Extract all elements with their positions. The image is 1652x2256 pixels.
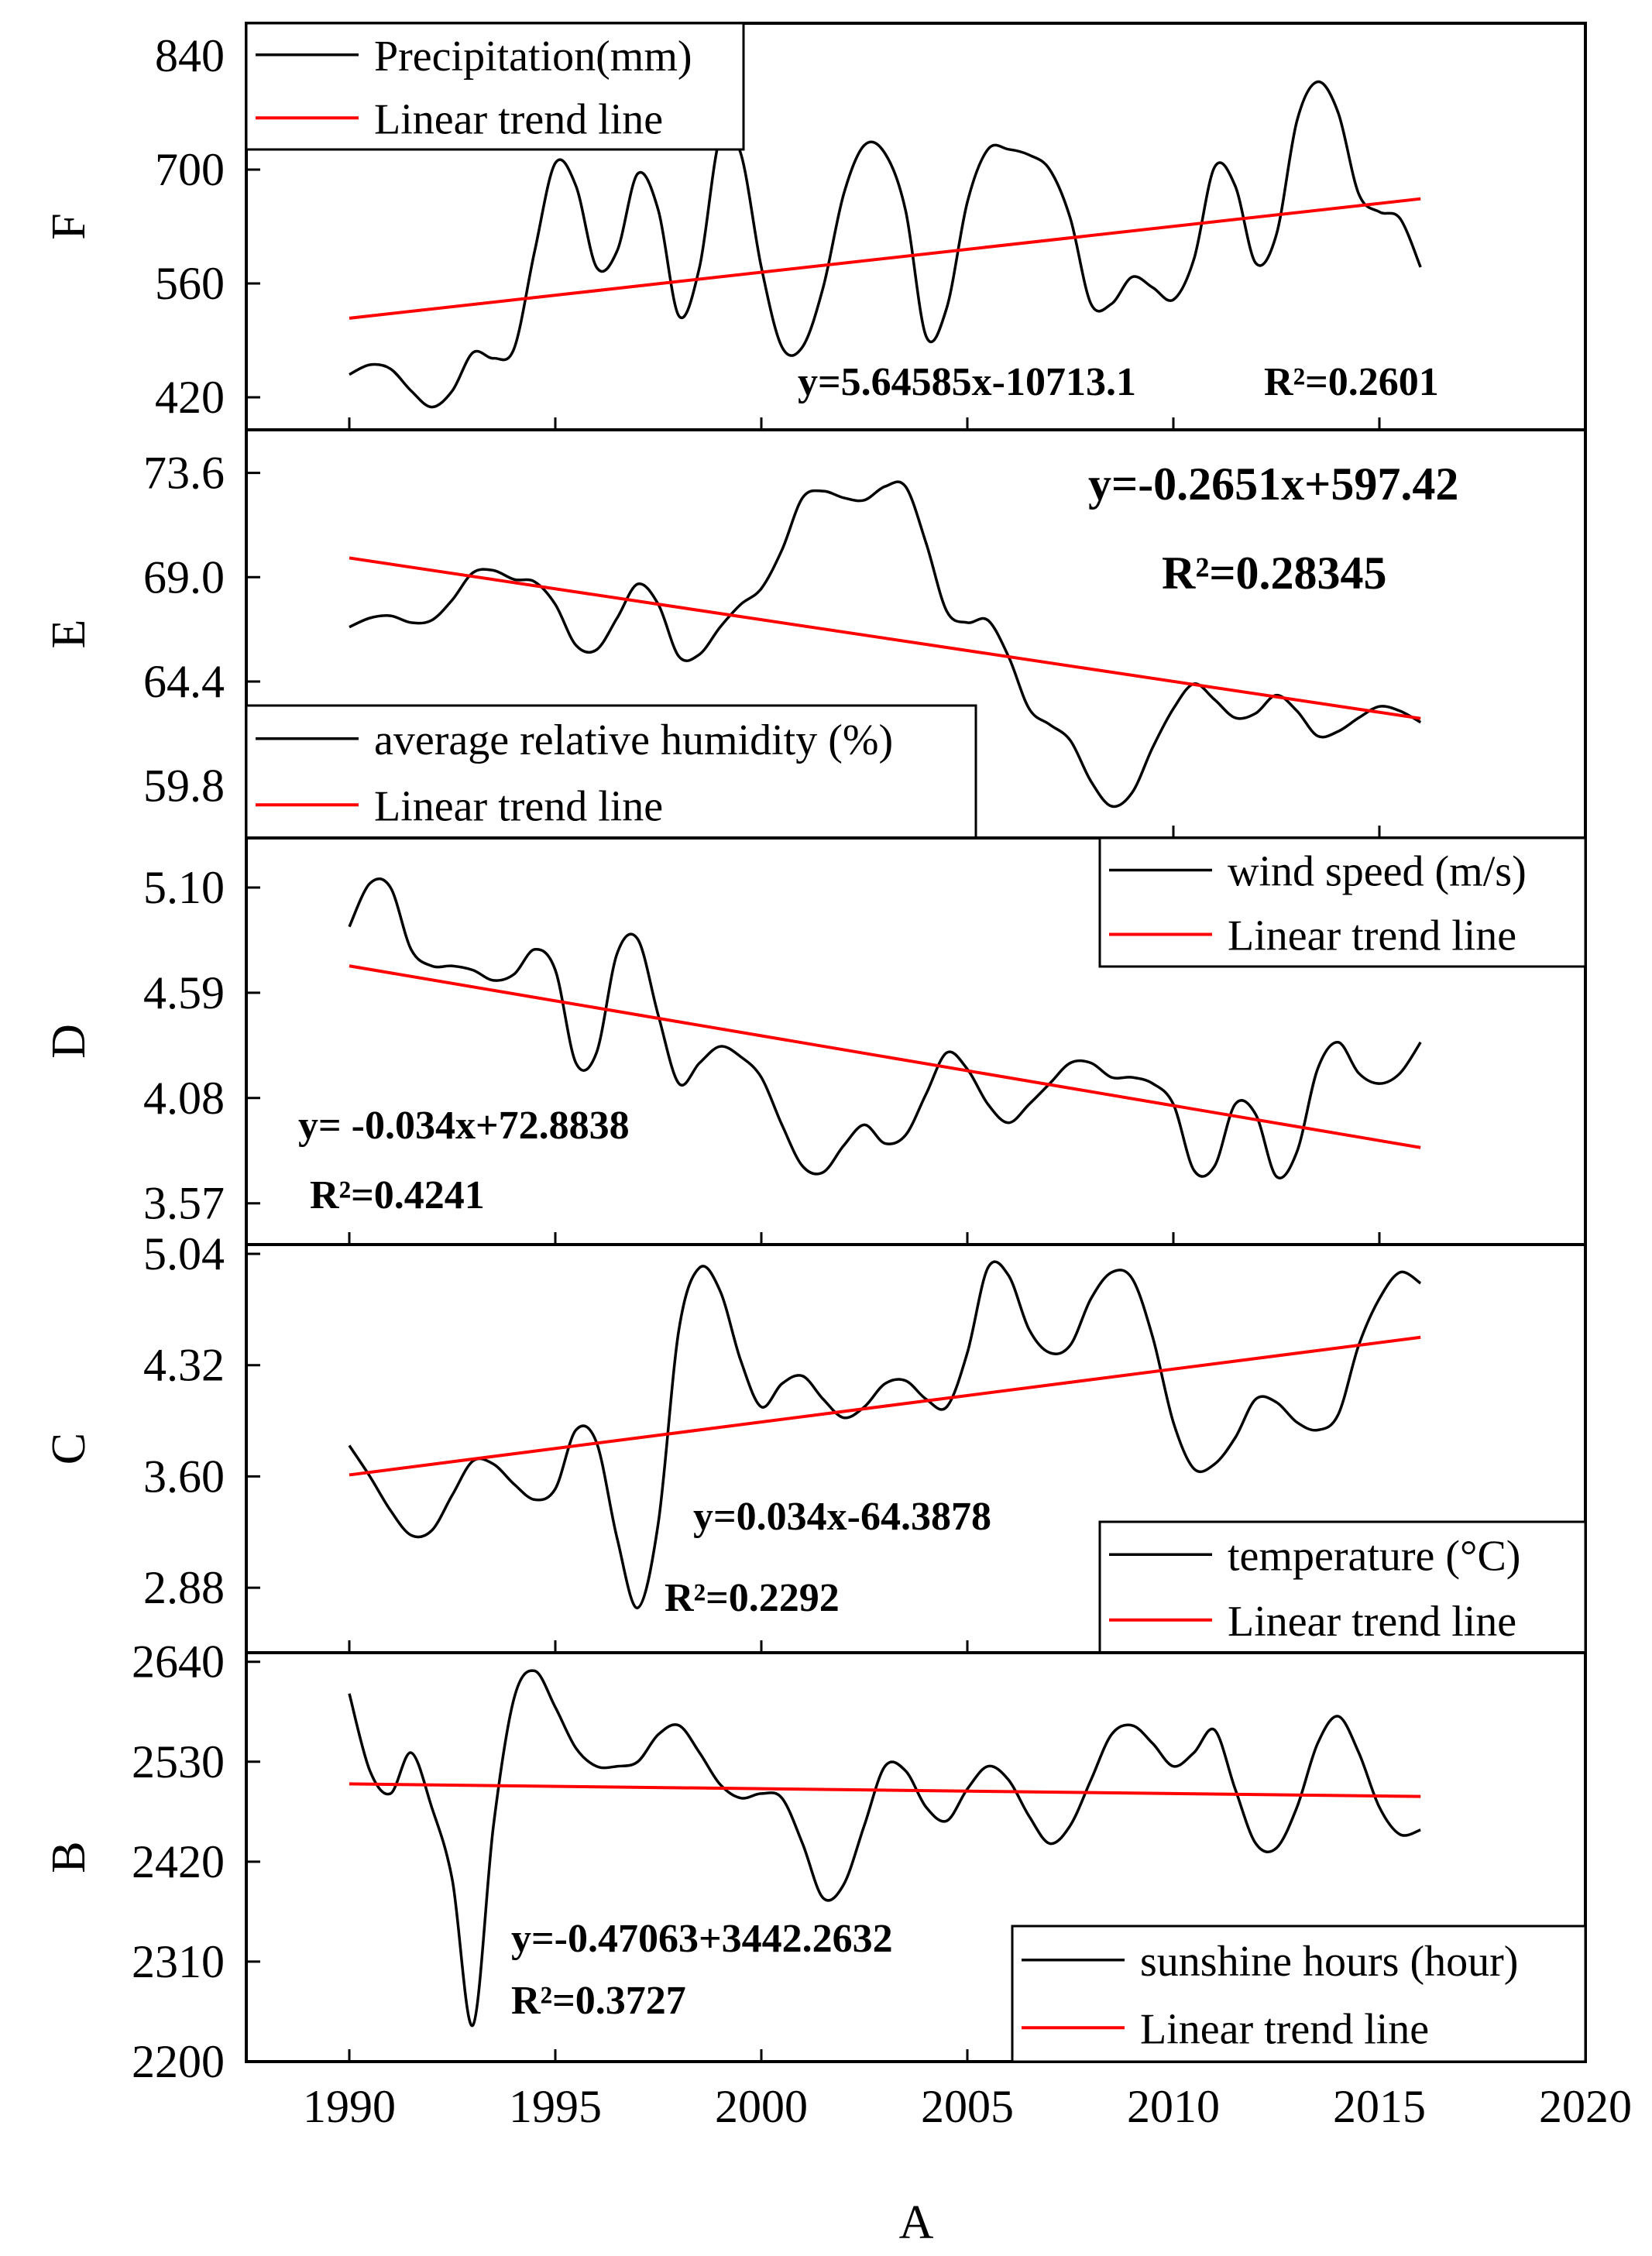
series-line-e (349, 480, 1422, 809)
panel-y-label: F (43, 213, 95, 239)
y-tick-label: 64.4 (143, 656, 225, 707)
x-tick-label: 2000 (715, 2081, 808, 2132)
legend-label: sunshine hours (hour) (1140, 1938, 1518, 1986)
legend-box (1011, 1925, 1587, 2063)
regression-equation: y=-0.2651x+597.42 (1088, 458, 1458, 510)
r-squared-label: R²=0.2292 (665, 1576, 840, 1620)
y-tick-label: 840 (155, 30, 225, 81)
trend-line-c (349, 1335, 1421, 1477)
y-tick-label: 2310 (132, 1936, 225, 1987)
y-tick-label: 2530 (132, 1736, 225, 1787)
trend-line-d (349, 964, 1421, 1149)
y-tick-label: 420 (155, 372, 225, 423)
legend-label: Linear trend line (1140, 2005, 1429, 2053)
y-tick-label: 700 (155, 144, 225, 195)
y-tick-label: 2.88 (143, 1562, 225, 1613)
y-tick-label: 2420 (132, 1836, 225, 1887)
legend-b: sunshine hours (hour) Linear trend line (1011, 1925, 1587, 2063)
legend-d: wind speed (m/s) Linear trend line (1098, 836, 1587, 968)
legend-box (245, 704, 977, 840)
y-tick-label: 4.32 (143, 1340, 225, 1391)
y-tick-label: 4.08 (143, 1073, 225, 1124)
x-axis: 1990 1995 2000 2005 2010 2015 2020 (303, 2081, 1632, 2132)
panel-frame (245, 1651, 1587, 2063)
legend-label: Linear trend line (1228, 1598, 1516, 1646)
r-squared-label: R²=0.4241 (310, 1173, 485, 1217)
regression-equation: y= -0.034x+72.8838 (298, 1104, 630, 1148)
trend-line-e (349, 556, 1421, 720)
legend-box (1098, 836, 1587, 968)
r-squared-label: R²=0.28345 (1162, 548, 1387, 599)
legend-label: Linear trend line (374, 95, 663, 143)
r-squared-label: R²=0.2601 (1264, 360, 1439, 404)
trend-line-f (349, 197, 1421, 320)
y-tick-label: 5.10 (143, 862, 225, 913)
panel-y-label: E (43, 620, 95, 649)
legend-label: Precipitation(mm) (374, 33, 692, 81)
panel-f: 420 560 700 840 F Precipitation(mm) Linear tre… (43, 22, 1587, 431)
x-tick-label: 1995 (509, 2081, 602, 2132)
y-tick-label: 69.0 (143, 551, 225, 603)
legend-box (245, 22, 745, 151)
y-tick-label: 3.57 (143, 1178, 225, 1229)
y-tick-label: 3.60 (143, 1451, 225, 1502)
y-tick-label: 5.04 (143, 1228, 225, 1279)
legend-label: temperature (°C) (1228, 1532, 1520, 1580)
x-tick-label: 2010 (1127, 2081, 1220, 2132)
y-tick-label: 4.59 (143, 967, 225, 1018)
x-axis-title: A (899, 2196, 934, 2249)
series-line-c (348, 1260, 1422, 1609)
y-tick-label: 2200 (132, 2036, 225, 2087)
trend-line-b (349, 1782, 1421, 1798)
y-tick-label: 59.8 (143, 761, 225, 812)
panels: 420 560 700 840 F Precipitation(mm) Linear tre… (43, 22, 1587, 2087)
legend-box (1098, 1520, 1587, 1654)
x-tick-label: 2020 (1539, 2081, 1632, 2132)
series-line-d (348, 877, 1422, 1180)
r-squared-label: R²=0.3727 (511, 1979, 686, 2023)
legend-label: Linear trend line (374, 782, 663, 830)
x-tick-label: 1990 (303, 2081, 396, 2132)
panel-y-label: B (43, 1841, 95, 1873)
x-tick-label: 2005 (921, 2081, 1014, 2132)
y-tick-label: 2640 (132, 1636, 225, 1688)
regression-equation: y=-0.47063+3442.2632 (511, 1917, 893, 1961)
y-tick-label: 73.6 (143, 448, 225, 499)
legend-f: Precipitation(mm) Linear trend line (245, 22, 745, 151)
x-tick-label: 2015 (1333, 2081, 1426, 2132)
series-line-f (349, 80, 1422, 409)
panel-y-label: C (43, 1433, 95, 1465)
legend-label: average relative humidity (%) (374, 716, 893, 764)
legend-label: wind speed (m/s) (1228, 848, 1527, 896)
legend-c: temperature (°C) Linear trend line (1098, 1520, 1587, 1654)
regression-equation: y=5.64585x-10713.1 (798, 360, 1136, 404)
series-line-b (348, 1669, 1421, 2028)
panel-y-label: D (43, 1024, 95, 1059)
legend-e: average relative humidity (%) Linear tren… (245, 704, 977, 840)
legend-label: Linear trend line (1228, 912, 1516, 960)
regression-equation: y=0.034x-64.3878 (693, 1495, 991, 1539)
y-tick-label: 560 (155, 258, 225, 309)
